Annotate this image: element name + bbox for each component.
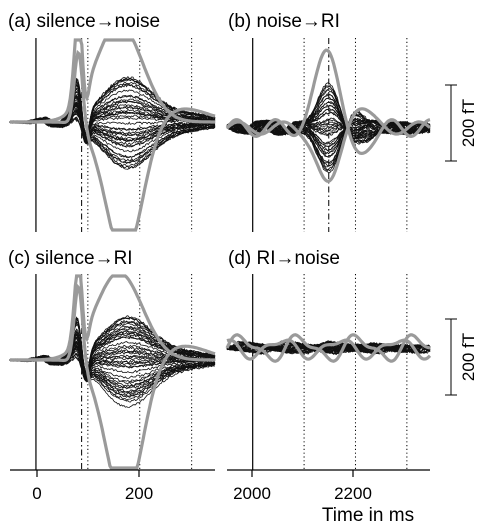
scale-bar-bottom-label: 200 fT xyxy=(459,333,478,381)
panel-c-title: (c) silence→RI xyxy=(8,248,133,269)
trace-40 xyxy=(226,114,431,164)
trace-41 xyxy=(226,344,431,354)
x-tick-label-2000: 2000 xyxy=(233,484,271,503)
highlight-trace-1 xyxy=(226,338,432,361)
panel-b-title: (b) noise→RI xyxy=(228,11,340,32)
panel-c-traces xyxy=(9,274,216,470)
trace-40 xyxy=(226,342,431,354)
trace-38 xyxy=(226,119,431,144)
trace-39 xyxy=(9,342,216,385)
highlight-trace-1 xyxy=(225,107,431,183)
trace-42 xyxy=(226,342,431,353)
trace-43 xyxy=(226,115,431,163)
panel-d-traces xyxy=(225,333,432,363)
trace-43 xyxy=(9,101,216,142)
trace-41 xyxy=(9,108,216,159)
highlight-trace-1 xyxy=(10,274,215,362)
x-axis-left: 0 200 xyxy=(10,469,215,503)
panel-d: (d) RI→noise xyxy=(225,248,432,470)
panel-d-reference-lines xyxy=(252,274,408,470)
panel-b-traces xyxy=(225,48,431,183)
panel-c-reference-lines xyxy=(35,274,193,470)
highlight-trace-1 xyxy=(10,38,215,124)
x-tick-label-2200: 2200 xyxy=(334,484,372,503)
scale-bar-top-label: 200 fT xyxy=(459,99,478,147)
x-tick-label-0: 0 xyxy=(32,484,41,503)
x-axis-right: 2000 2200 xyxy=(227,469,430,503)
trace-42 xyxy=(226,93,431,140)
trace-36 xyxy=(9,353,216,397)
panel-b: (b) noise→RI xyxy=(225,11,431,232)
x-axis-label: Time in ms xyxy=(322,505,414,526)
panel-d-title: (d) RI→noise xyxy=(228,248,340,269)
panel-c: (c) silence→RI xyxy=(8,248,216,470)
x-tick-label-200: 200 xyxy=(125,484,153,503)
panel-a-traces xyxy=(9,38,216,232)
panel-a-title: (a) silence→noise xyxy=(8,11,160,32)
scale-bar-bottom: 200 fT xyxy=(445,318,478,396)
trace-39 xyxy=(226,340,431,352)
scale-bar-top: 200 fT xyxy=(445,84,478,162)
trace-42 xyxy=(9,116,216,162)
highlight-trace-0 xyxy=(10,49,216,232)
panel-a: (a) silence→noise xyxy=(8,11,216,232)
